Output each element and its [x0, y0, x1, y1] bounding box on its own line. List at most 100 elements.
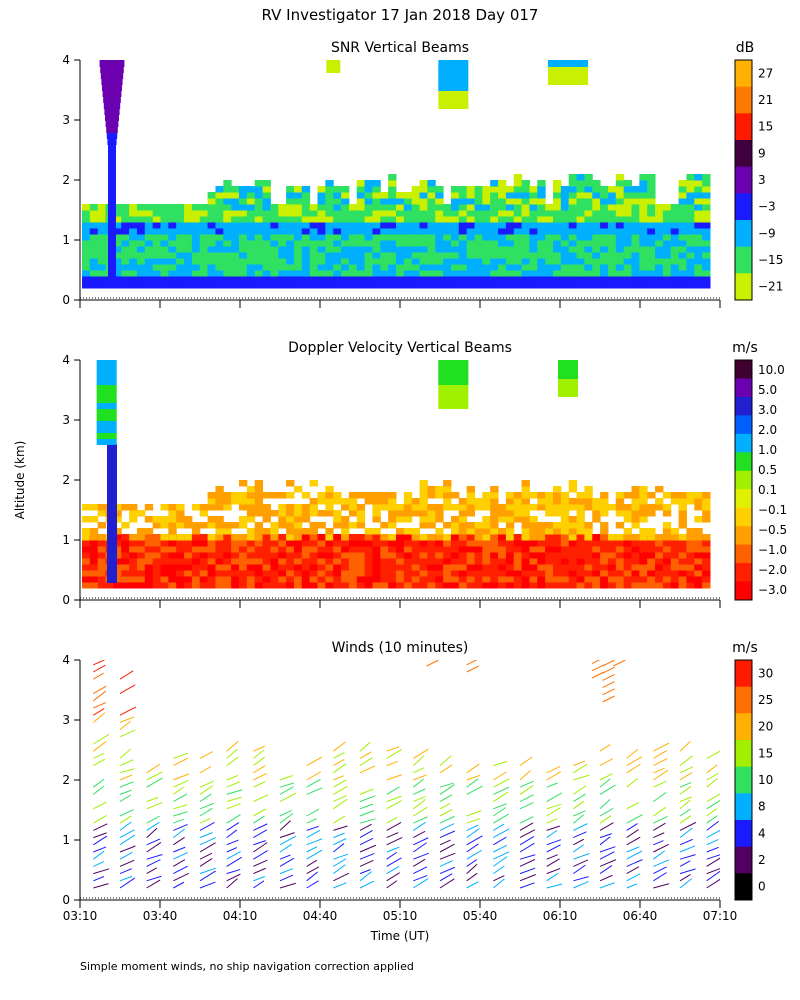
snr-cell: [278, 204, 287, 211]
snr-cell: [286, 228, 295, 235]
vel-cell: [490, 510, 499, 517]
snr-cell: [686, 222, 695, 229]
snr-cell: [89, 282, 99, 289]
vel-cell: [293, 522, 303, 529]
vel-cell: [160, 540, 169, 547]
snr-cell: [584, 258, 593, 265]
vel-cell: [270, 510, 279, 517]
vel-cell: [607, 534, 617, 541]
vel-cell: [411, 564, 421, 571]
snr-cell: [521, 222, 530, 229]
vel-cell: [207, 570, 216, 577]
vel-cell: [231, 546, 240, 553]
snr-cell: [545, 210, 554, 217]
snr-cell: [317, 270, 326, 277]
wind-barb: [573, 859, 589, 867]
vel-cell: [537, 504, 546, 511]
snr-cell: [223, 264, 232, 271]
snr-cell: [215, 240, 224, 247]
snr-cell: [82, 246, 91, 253]
vel-cell: [184, 564, 193, 571]
colorbar-label: 10: [758, 773, 773, 787]
wind-barb: [226, 756, 239, 767]
wind-barb: [706, 815, 718, 824]
snr-cell: [136, 258, 146, 265]
snr-cell: [231, 222, 240, 229]
snr-cell: [450, 240, 460, 247]
vel-cell: [223, 558, 232, 565]
vel-cell: [498, 576, 507, 583]
snr-cell: [482, 252, 491, 259]
wind-barb: [493, 865, 505, 875]
vel-cell: [396, 540, 405, 547]
snr-cell: [278, 258, 287, 265]
colorbar-label: 0: [758, 880, 766, 894]
vel-cell: [513, 534, 523, 541]
snr-plume: [103, 102, 121, 109]
snr-cell: [639, 216, 648, 223]
vel-cell: [576, 516, 585, 523]
snr-cell: [576, 270, 585, 277]
colorbar-label: 30: [758, 666, 773, 680]
vel-cell: [388, 552, 397, 559]
snr-cell: [199, 234, 209, 241]
vel-cell: [482, 570, 491, 577]
vel-cell: [97, 558, 107, 565]
vel-cell: [246, 552, 256, 559]
vel-cell: [199, 576, 209, 583]
snr-cell: [631, 192, 640, 199]
vel-cell: [348, 546, 358, 553]
vel-cell: [458, 570, 468, 577]
vel-cell: [686, 552, 695, 559]
vel-cell: [600, 582, 609, 589]
vel-cell: [576, 582, 585, 589]
snr-cell: [498, 216, 507, 223]
snr-cell: [348, 270, 358, 277]
vel-cell: [482, 546, 491, 553]
snr-cell: [388, 210, 397, 217]
vel-cell: [545, 528, 554, 535]
snr-cell: [529, 240, 538, 247]
snr-cell: [560, 246, 570, 253]
y-tick-label: 4: [62, 53, 70, 67]
wind-barb: [279, 843, 292, 853]
wind-barb: [413, 788, 426, 795]
wind-barb: [599, 846, 616, 853]
wind-barb: [253, 749, 265, 759]
vel-cell: [396, 528, 405, 535]
y-tick-label: 1: [62, 833, 70, 847]
vel-cell: [254, 570, 264, 577]
wind-barb: [706, 793, 720, 803]
snr-cell: [231, 276, 240, 283]
vel-cell: [553, 528, 562, 535]
vel-cell: [325, 528, 334, 535]
vel-cell: [372, 546, 381, 553]
vel-cell: [584, 570, 593, 577]
snr-cell: [615, 204, 625, 211]
snr-cell: [639, 258, 648, 265]
wind-barb: [519, 842, 535, 853]
wind-barb: [119, 684, 136, 695]
vel-plume: [96, 396, 117, 403]
snr-cell: [325, 240, 334, 247]
snr-cell: [498, 192, 507, 199]
wind-barb: [653, 843, 670, 853]
vel-cell: [309, 480, 318, 487]
wind-barb: [386, 865, 400, 875]
vel-cell: [215, 534, 224, 541]
snr-cell: [403, 246, 413, 253]
snr-cell: [576, 264, 585, 271]
vel-cell: [254, 582, 264, 589]
vel-cell: [513, 504, 523, 511]
vel-cell: [576, 528, 585, 535]
vel-cell: [293, 534, 303, 541]
vel-cell: [388, 546, 397, 553]
snr-cell: [231, 282, 240, 289]
snr-cell: [356, 282, 366, 289]
vel-cell: [450, 540, 460, 547]
snr-cell: [647, 186, 656, 193]
snr-cell: [160, 282, 169, 289]
wind-barb: [413, 858, 426, 867]
snr-cell: [450, 252, 460, 259]
snr-cell: [215, 186, 224, 193]
